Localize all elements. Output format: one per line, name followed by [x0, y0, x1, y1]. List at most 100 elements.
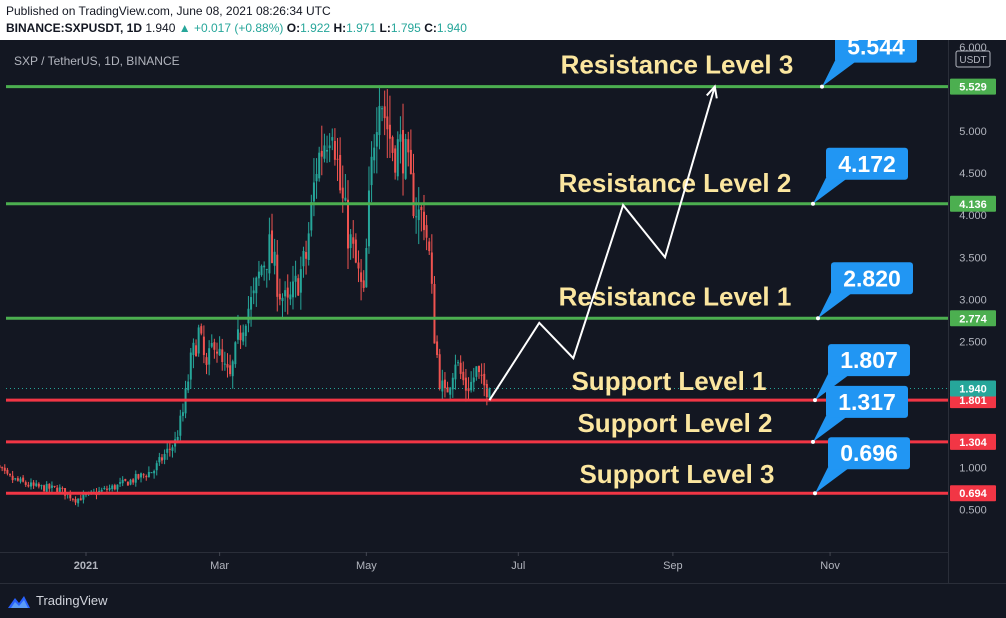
- price-chart[interactable]: SXP / TetherUS, 1D, BINANCE 5.529 Resistan…: [0, 40, 1006, 583]
- open-value: 1.922: [300, 21, 331, 35]
- candle-body: [129, 479, 132, 485]
- candle-body: [111, 485, 114, 490]
- callout-pointer: [818, 292, 853, 319]
- candle-body: [360, 272, 363, 282]
- candle-body: [378, 106, 381, 136]
- candle-body: [48, 483, 51, 489]
- candle-body: [200, 326, 203, 334]
- level-price-tag: 2.774: [959, 313, 987, 325]
- candle-body: [229, 365, 232, 375]
- candle-body: [388, 124, 391, 139]
- candle-body: [268, 234, 271, 274]
- candle-body: [126, 481, 129, 486]
- level-price-tag-bg: [950, 78, 996, 95]
- callout-box: [828, 344, 910, 377]
- candle-body: [77, 498, 80, 504]
- candle-body: [6, 469, 9, 474]
- level-name-label: Resistance Level 2: [559, 168, 792, 198]
- x-tick-label: Jul: [511, 560, 525, 572]
- candle-body: [1, 467, 4, 469]
- candle-body: [247, 308, 250, 324]
- y-tick-label: 0.500: [959, 505, 987, 517]
- currency-tag-border: [955, 50, 991, 68]
- candle-body: [488, 388, 491, 398]
- level-price-tag: 0.694: [959, 488, 987, 500]
- candle-body: [307, 233, 310, 260]
- candle-body: [420, 207, 423, 211]
- price-change: +0.017 (+0.88%): [193, 21, 284, 35]
- candle-body: [323, 145, 326, 159]
- candle-body: [286, 287, 289, 298]
- candle-body: [24, 482, 27, 485]
- candle-body: [381, 108, 384, 110]
- candle-body: [375, 132, 378, 147]
- candle-body: [71, 498, 74, 500]
- callout-pointer: [815, 467, 850, 494]
- candle-body: [318, 152, 321, 179]
- candle-body: [480, 374, 483, 376]
- candle-body: [404, 138, 407, 179]
- candle-body: [373, 147, 376, 161]
- last-price-tag: 1.940: [959, 383, 987, 395]
- candle-body: [412, 172, 415, 217]
- candle-body: [409, 149, 412, 175]
- symbol-legend: SXP / TetherUS, 1D, BINANCE: [14, 54, 180, 68]
- published-info: Published on TradingView.com, June 08, 2…: [6, 4, 331, 18]
- candle-body: [386, 116, 389, 130]
- candle-body: [284, 290, 287, 297]
- candle-body: [281, 297, 284, 302]
- candle-body: [158, 457, 161, 463]
- candle-body: [370, 156, 373, 186]
- level-price-tag: 4.136: [959, 199, 987, 211]
- callout-box: [826, 385, 908, 418]
- candle-body: [3, 467, 6, 471]
- candle-body: [37, 483, 40, 487]
- candle-body: [50, 485, 53, 488]
- candle-body: [257, 271, 260, 279]
- candle-body: [367, 190, 370, 247]
- footer: TradingView: [0, 583, 1006, 618]
- candle-body: [402, 129, 405, 174]
- candle-body: [155, 463, 158, 471]
- candle-body: [119, 482, 122, 484]
- candle-body: [394, 148, 397, 173]
- candle-body: [187, 381, 190, 391]
- x-tick-label: Mar: [210, 560, 229, 572]
- candle-body: [399, 134, 402, 142]
- candle-body: [255, 277, 258, 294]
- callout-pointer: [822, 60, 857, 87]
- candle-body: [124, 478, 127, 481]
- candle-body: [391, 137, 394, 153]
- candle-body: [108, 488, 111, 490]
- last-price-tag-bg: [950, 380, 996, 397]
- tradingview-logo[interactable]: TradingView: [8, 593, 108, 608]
- candle-body: [328, 145, 331, 149]
- candle-body: [457, 362, 460, 364]
- candle-body: [181, 412, 184, 416]
- candle-body: [27, 484, 30, 487]
- y-tick-label: 4.500: [959, 168, 987, 180]
- candle-body: [422, 211, 425, 231]
- candle-body: [407, 139, 410, 153]
- candle-body: [40, 485, 43, 487]
- candle-body: [137, 474, 140, 479]
- tradingview-icon: [8, 595, 30, 608]
- candle-body: [305, 252, 308, 259]
- candle-body: [234, 342, 237, 365]
- candle-body: [265, 268, 268, 270]
- candle-body: [336, 158, 339, 160]
- last-price: 1.940: [145, 21, 176, 35]
- candle-body: [176, 436, 179, 441]
- candle-body: [417, 209, 420, 221]
- callout-value: 1.807: [840, 347, 898, 373]
- candle-body: [294, 275, 297, 282]
- candle-body: [263, 265, 266, 268]
- candle-body: [467, 388, 470, 392]
- candle-body: [218, 348, 221, 356]
- callout-value: 5.544: [847, 40, 905, 60]
- y-tick-label: 3.500: [959, 252, 987, 264]
- candle-body: [428, 241, 431, 252]
- candle-body: [210, 343, 213, 347]
- candle-body: [103, 488, 106, 490]
- candle-body: [315, 173, 318, 182]
